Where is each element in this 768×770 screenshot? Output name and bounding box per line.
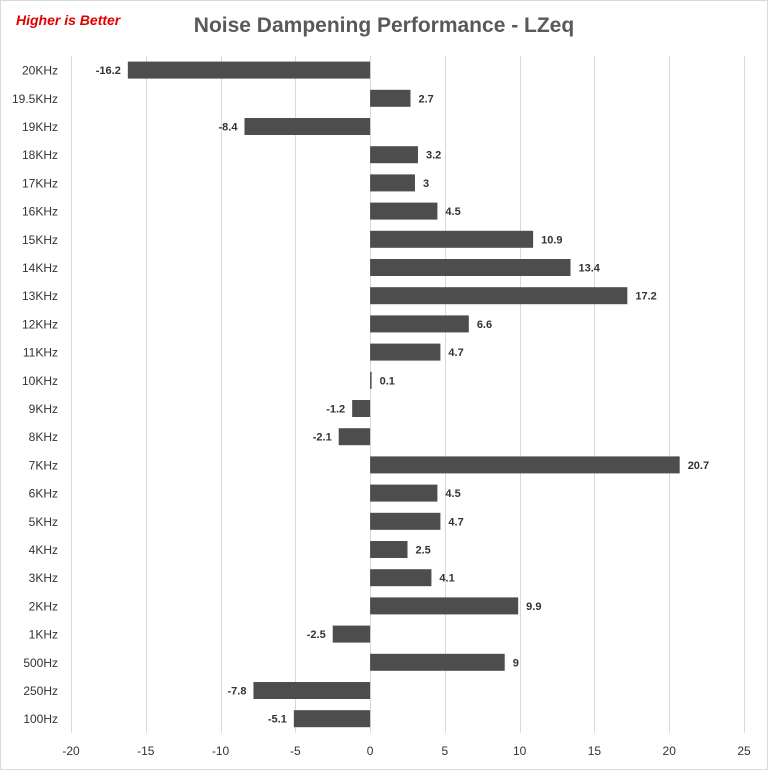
category-label: 8KHz	[29, 430, 58, 444]
bar	[370, 343, 441, 361]
data-labels: -16.2 2.7 -8.4 3.2 3 4.5 10.9 13.4 17.2 6.6 4.7 0.1…	[96, 65, 709, 726]
data-label: 2.5	[416, 545, 431, 557]
category-label: 17KHz	[22, 176, 58, 190]
bar	[370, 512, 441, 530]
data-label: 4.7	[448, 516, 463, 528]
category-label: 11KHz	[23, 346, 58, 360]
category-label: 500Hz	[23, 656, 58, 670]
bar	[370, 146, 418, 164]
category-label: 1KHz	[29, 628, 58, 642]
bar	[370, 259, 571, 276]
data-label: 3	[423, 178, 429, 190]
bar	[244, 118, 371, 135]
x-tick-label: 20	[663, 744, 677, 758]
data-label: 9	[513, 657, 519, 669]
x-tick-label: -20	[62, 744, 80, 758]
data-label: 0.1	[380, 375, 395, 387]
data-label: 2.7	[418, 93, 433, 105]
x-tick-label: 5	[442, 744, 449, 758]
bars	[127, 61, 680, 728]
x-tick-label: -15	[137, 744, 155, 758]
category-label: 3KHz	[29, 571, 58, 585]
data-label: 4.5	[445, 206, 460, 218]
data-label: -7.8	[227, 686, 246, 698]
category-labels: 20KHz 19.5KHz 19KHz 18KHz 17KHz 16KHz 15KHz 14K…	[12, 64, 58, 727]
data-label: 6.6	[477, 319, 492, 331]
category-label: 7KHz	[29, 458, 58, 472]
data-label: 4.5	[445, 488, 460, 500]
x-tick-label: 25	[737, 744, 751, 758]
category-label: 10KHz	[22, 374, 58, 388]
bar	[370, 202, 438, 220]
bar	[370, 597, 519, 615]
x-tick-label: 15	[588, 744, 602, 758]
category-label: 18KHz	[22, 148, 58, 162]
category-label: 5KHz	[29, 515, 58, 529]
bar	[370, 371, 372, 389]
category-label: 100Hz	[23, 712, 58, 726]
data-label: 20.7	[688, 460, 709, 472]
data-label: -5.1	[268, 714, 287, 726]
data-label: -2.5	[307, 629, 326, 641]
data-label: 9.9	[526, 601, 541, 613]
chart-annotation: Higher is Better	[16, 12, 121, 28]
bar	[352, 400, 371, 417]
bar	[370, 484, 438, 502]
category-label: 6KHz	[29, 487, 58, 501]
data-label: 17.2	[635, 291, 656, 303]
data-label: 3.2	[426, 150, 441, 162]
chart-title: Noise Dampening Performance - LZeq	[193, 14, 575, 37]
bar	[370, 174, 415, 192]
category-label: 13KHz	[22, 289, 58, 303]
data-label: 10.9	[541, 234, 562, 246]
bar	[370, 456, 680, 474]
bar	[370, 569, 432, 587]
category-label: 19.5KHz	[12, 92, 58, 106]
bar	[370, 89, 411, 107]
data-label: -16.2	[96, 65, 121, 77]
bar	[332, 625, 371, 643]
data-label: 4.1	[439, 573, 454, 585]
category-label: 14KHz	[22, 261, 58, 275]
data-label: -1.2	[326, 404, 345, 416]
bar	[338, 428, 371, 446]
category-label: 15KHz	[22, 233, 58, 247]
bar	[370, 287, 628, 305]
bar	[370, 541, 408, 558]
gridlines	[71, 56, 745, 733]
data-label: 13.4	[579, 263, 601, 275]
category-label: 250Hz	[23, 684, 58, 698]
category-label: 16KHz	[22, 205, 58, 219]
category-label: 2KHz	[29, 599, 58, 613]
data-label: -8.4	[219, 122, 239, 134]
category-label: 20KHz	[22, 64, 58, 78]
bar	[370, 653, 505, 671]
x-tick-label: -10	[212, 744, 230, 758]
bar	[370, 230, 534, 248]
x-tick-label: 0	[367, 744, 374, 758]
category-label: 12KHz	[22, 317, 58, 331]
x-tick-label: 10	[513, 744, 527, 758]
data-label: 4.7	[448, 347, 463, 359]
bar	[293, 710, 371, 728]
x-axis-ticks: -20 -15 -10 -5 0 5 10 15 20 25	[62, 744, 751, 758]
x-tick-label: -5	[290, 744, 301, 758]
category-label: 19KHz	[22, 120, 58, 134]
bar	[370, 315, 469, 333]
data-label: -2.1	[313, 432, 332, 444]
category-label: 4KHz	[29, 543, 58, 557]
bar	[253, 682, 371, 699]
bar	[127, 61, 371, 79]
category-label: 9KHz	[29, 402, 58, 416]
